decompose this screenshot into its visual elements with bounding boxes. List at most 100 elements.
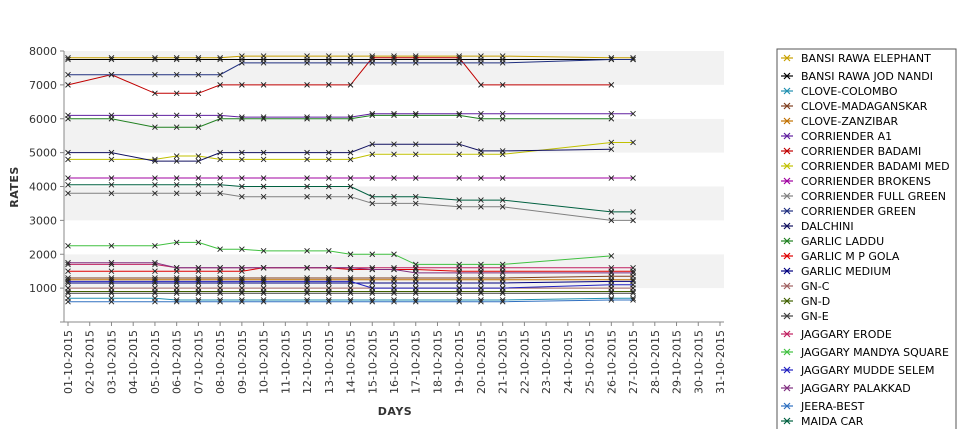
- legend-marker: [783, 162, 791, 170]
- data-point: [239, 149, 245, 156]
- data-point: [630, 297, 636, 303]
- data-point: [325, 264, 332, 271]
- legend: BANSI RAWA ELEPHANT BANSI RAWA JOD NANDI C…: [776, 48, 957, 429]
- data-point: [391, 285, 397, 291]
- data-point: [65, 298, 71, 305]
- legend-label: BANSI RAWA ELEPHANT: [801, 52, 931, 65]
- data-point: [152, 90, 158, 97]
- data-point: [456, 141, 463, 147]
- data-point: [325, 60, 332, 66]
- data-point: [260, 290, 267, 297]
- data-point: [499, 110, 506, 117]
- data-point: [630, 56, 636, 63]
- legend-marker: [783, 312, 791, 320]
- legend-label: CLOVE-COLOMBO: [801, 85, 898, 98]
- data-point: [412, 112, 419, 119]
- x-tick-label: 26-10-2015: [605, 330, 618, 394]
- data-point: [608, 146, 615, 153]
- legend-marker: [783, 102, 791, 110]
- data-point: [391, 141, 397, 147]
- grid-band: [64, 118, 724, 153]
- series-8: [65, 175, 636, 181]
- data-point: [391, 251, 397, 258]
- data-point: [108, 115, 115, 122]
- legend-item: DALCHINI: [781, 220, 854, 233]
- data-point: [217, 156, 223, 163]
- data-point: [173, 112, 180, 119]
- data-point: [608, 217, 615, 224]
- x-tick-label: 28-10-2015: [649, 330, 662, 394]
- y-axis-ticks: 1000 2000 3000 4000 5000 6000 7000 8000: [29, 45, 64, 323]
- data-point: [152, 158, 158, 164]
- data-point: [173, 298, 180, 305]
- data-point: [173, 175, 180, 181]
- data-point: [478, 115, 484, 122]
- x-tick-label: 02-10-2015: [84, 330, 97, 394]
- data-point: [217, 264, 223, 271]
- legend-item: CORRIENDER FULL GREEN: [781, 190, 946, 203]
- legend-label: CORRIENDER A1: [801, 130, 892, 143]
- x-tick-label: 17-10-2015: [410, 330, 423, 394]
- legend-label: GN-E: [801, 310, 829, 323]
- data-point: [608, 297, 615, 303]
- y-tick-label: 1000: [29, 282, 57, 295]
- data-point: [65, 190, 71, 197]
- y-axis-title: RATES: [8, 166, 21, 208]
- data-point: [173, 124, 180, 131]
- legend-marker: [783, 222, 791, 230]
- data-point: [173, 290, 180, 297]
- data-point: [108, 56, 115, 63]
- data-point: [173, 264, 180, 271]
- series-line: [67, 57, 612, 94]
- series-10: [65, 56, 636, 78]
- x-tick-label: 12-10-2015: [301, 330, 314, 394]
- data-point: [412, 270, 419, 276]
- x-tick-label: 25-10-2015: [584, 330, 597, 394]
- data-point: [195, 90, 202, 97]
- data-point: [347, 251, 354, 258]
- x-tick-label: 03-10-2015: [105, 330, 118, 394]
- data-point: [456, 112, 463, 119]
- data-point: [65, 82, 71, 88]
- legend-marker: [783, 267, 791, 275]
- legend-marker: [783, 402, 791, 410]
- legend-label: JEERA-BEST: [800, 400, 865, 413]
- series-20: [65, 278, 636, 291]
- data-point: [499, 280, 506, 286]
- data-point: [152, 242, 158, 249]
- series-6: [65, 54, 615, 97]
- data-point: [369, 251, 376, 258]
- data-point: [347, 175, 354, 181]
- x-tick-label: 30-10-2015: [692, 330, 705, 394]
- legend-label: CORRIENDER BROKENS: [801, 175, 931, 188]
- y-tick-label: 3000: [29, 214, 57, 227]
- data-point: [65, 278, 71, 285]
- data-point: [499, 115, 506, 122]
- data-point: [260, 193, 267, 200]
- data-point: [65, 181, 71, 188]
- legend-item: BANSI RAWA JOD NANDI: [781, 70, 933, 83]
- legend-item: JEERA-BEST: [781, 400, 865, 413]
- legend-item: JAGGARY PALAKKAD: [781, 382, 911, 395]
- data-point: [478, 175, 484, 181]
- x-tick-label: 31-10-2015: [714, 330, 727, 394]
- data-point: [391, 290, 397, 297]
- data-point: [608, 281, 615, 288]
- series-9: [65, 190, 636, 224]
- data-point: [630, 139, 636, 146]
- legend-label: JAGGARY MUDDE SELEM: [800, 364, 935, 377]
- data-point: [456, 151, 463, 158]
- data-point: [304, 115, 310, 122]
- data-point: [630, 110, 636, 117]
- legend-marker: [783, 207, 791, 215]
- data-point: [260, 82, 267, 88]
- legend-label: GN-D: [801, 295, 830, 308]
- legend-label: CORRIENDER BADAMI MED: [801, 160, 950, 173]
- data-point: [195, 290, 202, 297]
- series-19: [65, 239, 615, 268]
- y-tick-label: 4000: [29, 181, 57, 194]
- data-point: [412, 298, 419, 305]
- data-point: [456, 298, 463, 305]
- data-point: [347, 183, 354, 190]
- data-point: [325, 193, 332, 200]
